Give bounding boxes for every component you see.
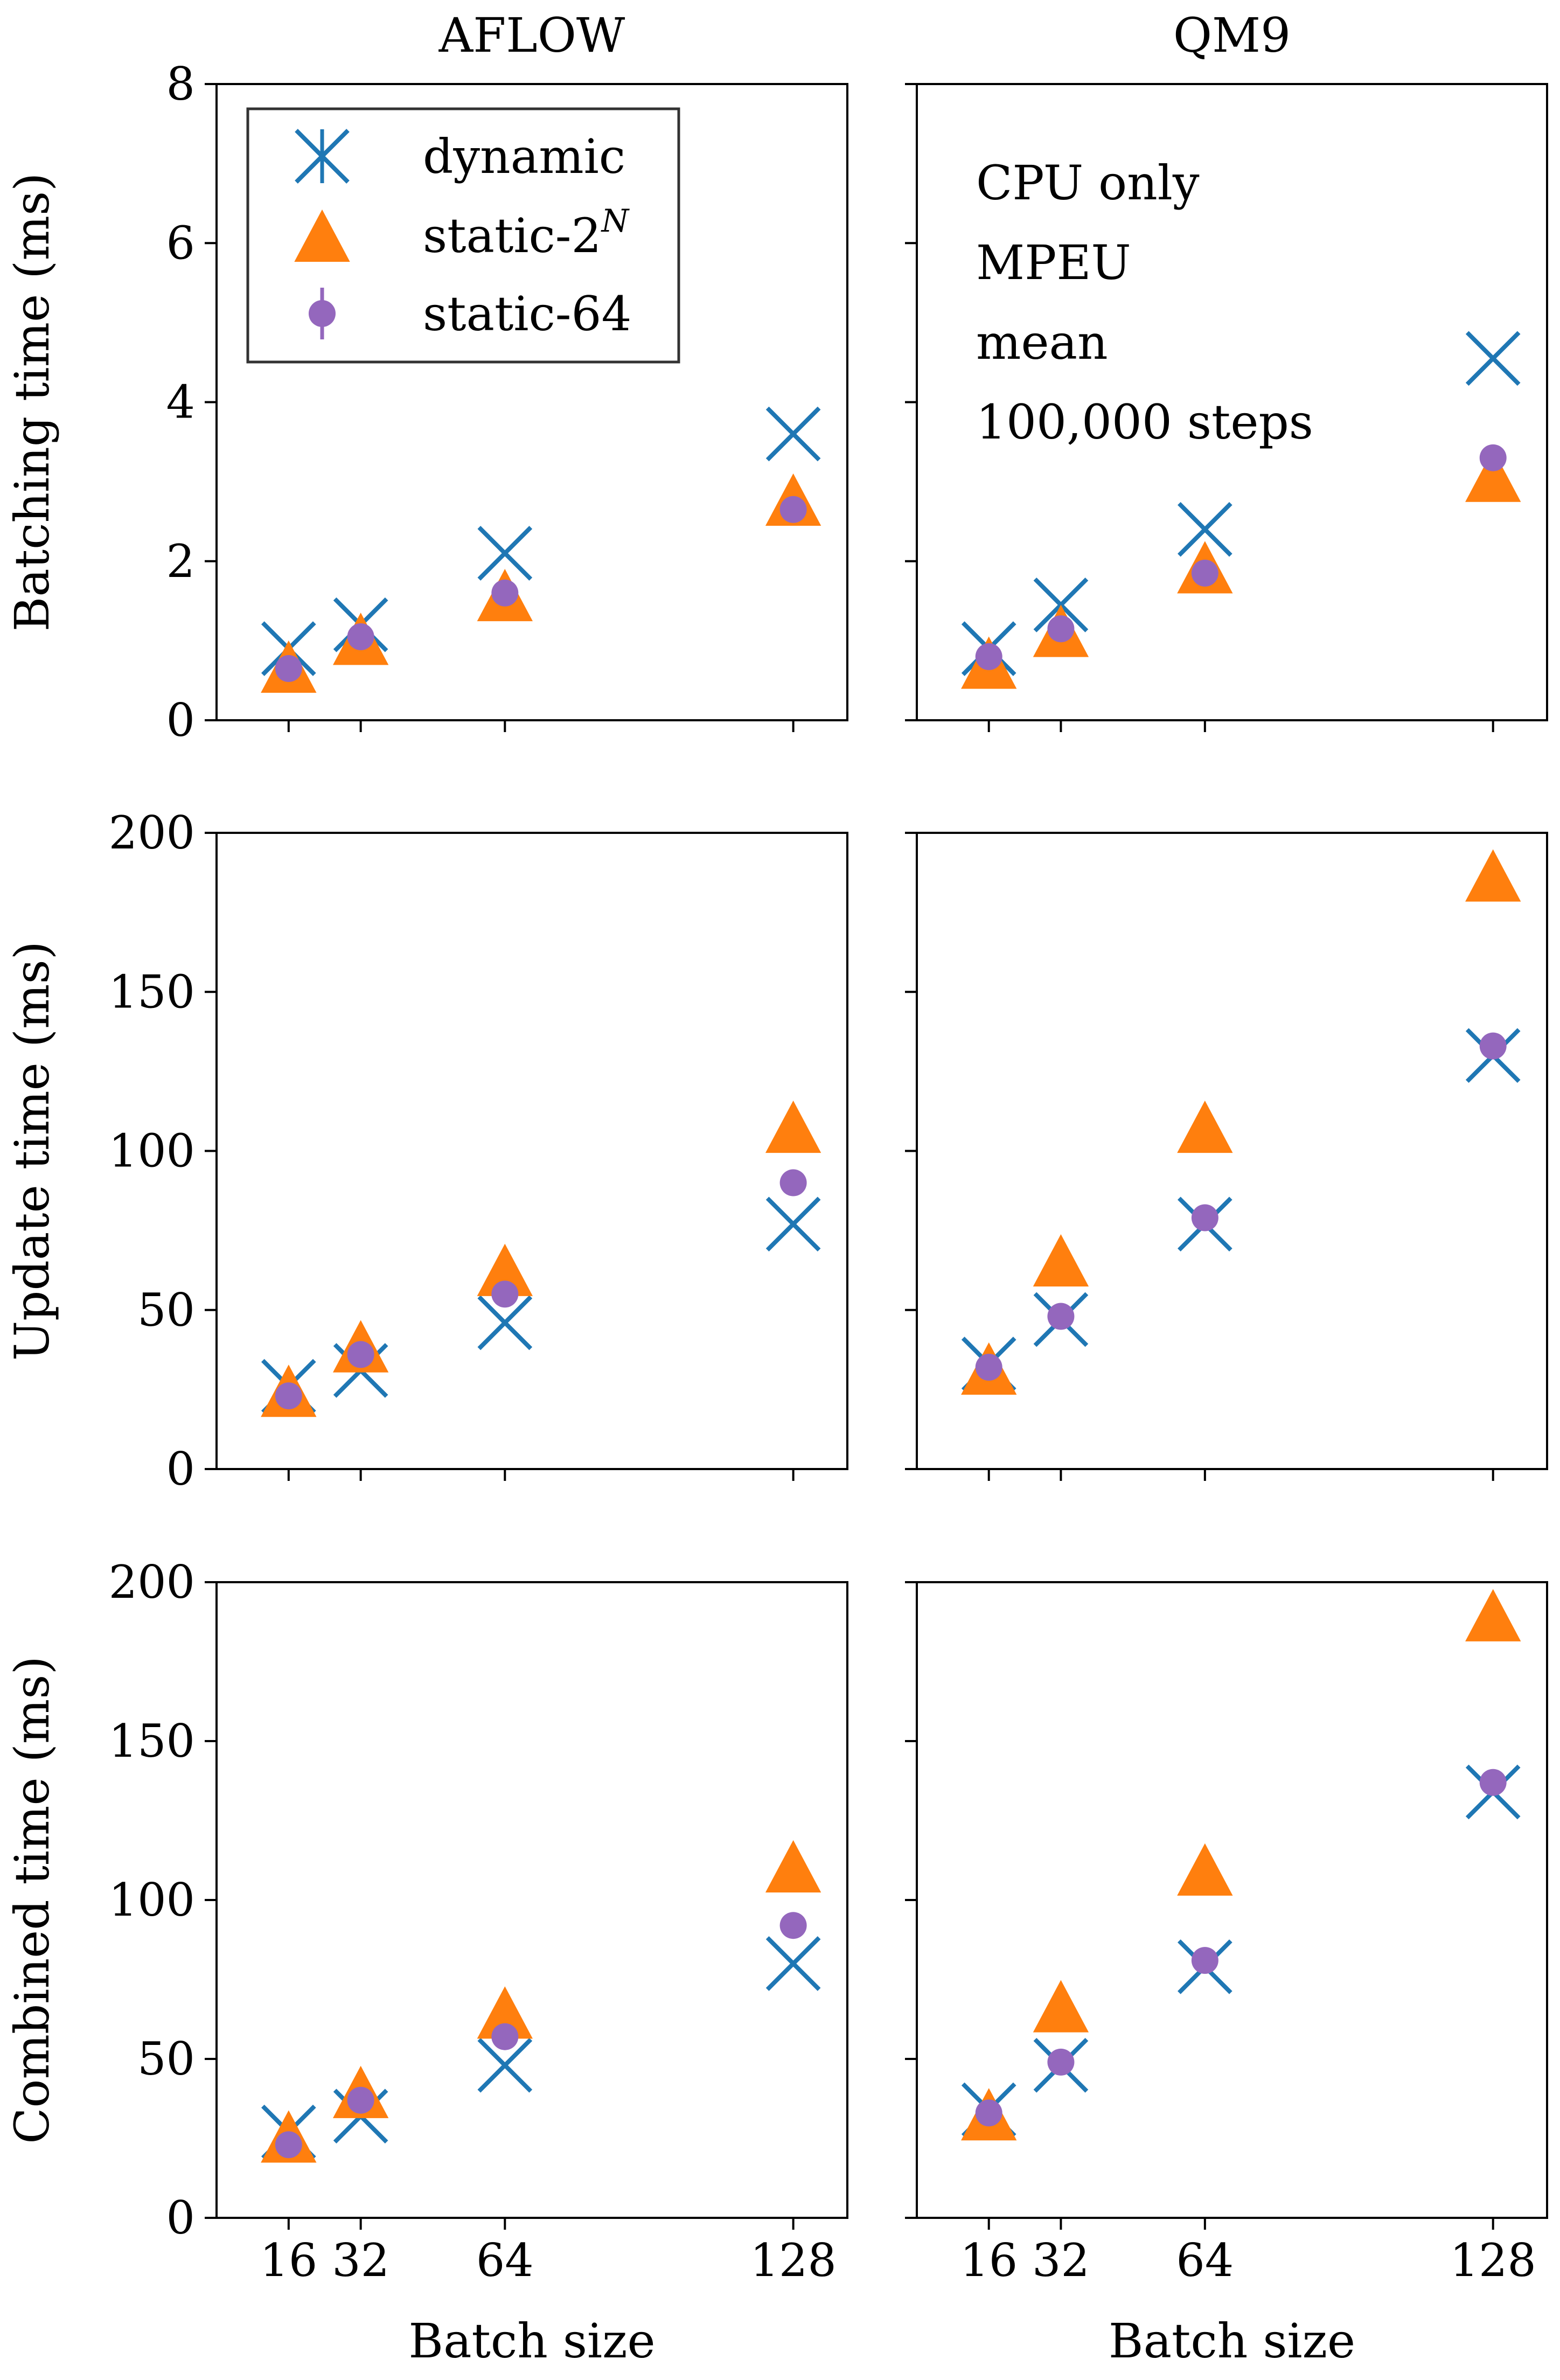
panel-qm9-batching-time-ms xyxy=(905,83,1548,732)
annotation-line: 100,000 steps xyxy=(976,394,1313,450)
column-title-aflow: AFLOW xyxy=(438,8,625,63)
static-64-point xyxy=(491,579,519,607)
y-axis-label: Combined time (ms) xyxy=(4,1656,60,2144)
y-tick-label: 0 xyxy=(166,2191,195,2244)
y-tick-label: 50 xyxy=(137,2033,195,2085)
legend-static-64-marker xyxy=(309,300,336,327)
y-tick-label: 150 xyxy=(109,1715,195,1767)
x-tick-label: 16 xyxy=(960,2234,1018,2287)
static-2N-point xyxy=(765,1840,821,1892)
static-64-point xyxy=(275,2131,302,2159)
plot-frame xyxy=(916,832,1548,1470)
static-64-point xyxy=(1479,1032,1507,1060)
annotation-line: MPEU xyxy=(976,235,1131,290)
panel-aflow-update-time-ms: 0 50 100 150 200 Update time (ms) xyxy=(4,806,848,1495)
x-tick-label: 64 xyxy=(1176,2234,1234,2287)
legend-static-64-label: static-64 xyxy=(423,286,632,342)
panels-group: 0 2 4 6 8 Batching time (ms) 0 50 100 150 200 Updat… xyxy=(4,58,1548,2369)
static-2N-point xyxy=(1465,849,1521,902)
static-64-point xyxy=(491,1281,519,1308)
dynamic-point xyxy=(1465,331,1521,386)
static-64-point xyxy=(1191,559,1218,587)
static-64-point xyxy=(1191,1947,1218,1974)
y-axis-label: Update time (ms) xyxy=(4,941,60,1361)
dynamic-point xyxy=(765,1936,821,1991)
legend-dynamic-label: dynamic xyxy=(423,129,625,184)
static-64-point xyxy=(779,1912,807,1939)
y-tick-label: 0 xyxy=(166,694,195,747)
y-tick-label: 100 xyxy=(109,1874,195,1926)
y-tick-label: 50 xyxy=(137,1284,195,1337)
column-titles: AFLOW QM9 xyxy=(438,8,1291,63)
plot-frame xyxy=(215,832,848,1470)
legend-static-2n-marker xyxy=(294,209,350,262)
annotation-block: CPU only MPEU mean 100,000 steps xyxy=(976,155,1313,450)
plot-frame xyxy=(215,1581,848,2219)
panel-qm9-combined-time-ms: 16 32 64 128 Batch size xyxy=(905,1581,1548,2369)
x-axis-label: Batch size xyxy=(1109,2313,1355,2369)
static-2N-point xyxy=(765,1101,821,1153)
x-tick-label: 32 xyxy=(1032,2234,1090,2287)
x-tick-label: 128 xyxy=(750,2234,836,2287)
static-64-point xyxy=(1047,1303,1075,1330)
dynamic-point xyxy=(765,1196,821,1252)
static-64-point xyxy=(1047,615,1075,643)
dynamic-point xyxy=(477,1295,533,1351)
y-tick-label: 150 xyxy=(109,965,195,1018)
static-64-point xyxy=(347,2086,374,2114)
static-64-point xyxy=(347,1341,374,1368)
static-64-point xyxy=(1191,1204,1218,1231)
y-tick-label: 200 xyxy=(109,1556,195,1609)
x-tick-label: 16 xyxy=(260,2234,317,2287)
legend-superscript: N xyxy=(601,203,630,239)
static-64-point xyxy=(347,623,374,650)
y-tick-label: 100 xyxy=(109,1125,195,1178)
static-64-point xyxy=(975,643,1002,670)
dynamic-point xyxy=(477,2037,533,2093)
legend-static-2n-label: static-2N xyxy=(423,203,630,263)
static-64-point xyxy=(779,1169,807,1196)
static-2N-point xyxy=(1033,1234,1089,1287)
dynamic-point xyxy=(477,526,533,581)
x-axis-label: Batch size xyxy=(408,2313,655,2369)
y-tick-label: 6 xyxy=(166,217,195,269)
plot-frame xyxy=(916,1581,1548,2219)
y-tick-label: 2 xyxy=(166,535,195,588)
static-64-point xyxy=(779,496,807,523)
x-tick-label: 128 xyxy=(1450,2234,1536,2287)
panel-aflow-batching-time-ms: 0 2 4 6 8 Batching time (ms) xyxy=(4,58,848,747)
panel-qm9-update-time-ms xyxy=(905,832,1548,1481)
static-64-point xyxy=(1047,2048,1075,2076)
column-title-qm9: QM9 xyxy=(1173,8,1291,63)
static-64-point xyxy=(1479,1769,1507,1796)
dynamic-point xyxy=(765,406,821,462)
y-axis-label: Batching time (ms) xyxy=(4,173,60,632)
static-64-point xyxy=(1479,444,1507,471)
annotation-line: CPU only xyxy=(976,155,1200,211)
x-tick-label: 64 xyxy=(476,2234,534,2287)
y-tick-label: 4 xyxy=(166,376,195,429)
static-2N-point xyxy=(1177,1101,1233,1153)
static-64-point xyxy=(975,1354,1002,1381)
static-2N-point xyxy=(1177,1843,1233,1896)
legend-dynamic-marker xyxy=(295,129,350,184)
dynamic-point xyxy=(1178,502,1232,557)
annotation-line: mean xyxy=(976,315,1108,370)
y-tick-label: 200 xyxy=(109,806,195,859)
static-64-point xyxy=(491,2023,519,2050)
legend: dynamic static-2N static-64 xyxy=(246,107,680,364)
panel-aflow-combined-time-ms: 0 50 100 150 200 16 32 64 128 Combined time (ms) B… xyxy=(4,1556,848,2369)
x-tick-label: 32 xyxy=(332,2234,389,2287)
static-2N-point xyxy=(1033,1980,1089,2033)
static-64-point xyxy=(275,1382,302,1410)
static-2N-point xyxy=(1465,1589,1521,1641)
static-64-point xyxy=(975,2099,1002,2127)
y-tick-label: 8 xyxy=(166,58,195,110)
static-2N-point xyxy=(1465,449,1521,502)
y-tick-label: 0 xyxy=(166,1443,195,1495)
static-64-point xyxy=(275,655,302,683)
